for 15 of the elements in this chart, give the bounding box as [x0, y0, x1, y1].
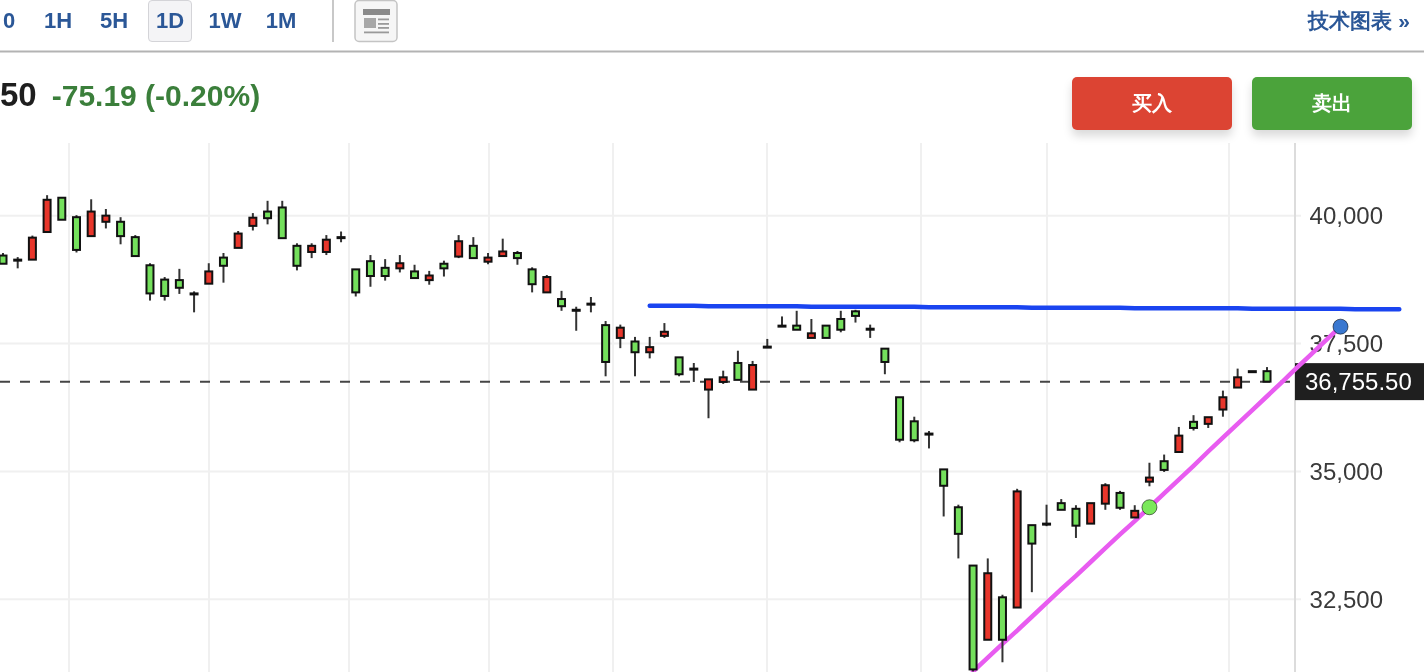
- text: 1W: [208, 8, 242, 34]
- text: 1H: [43, 8, 73, 34]
- text: 1D: [155, 8, 185, 34]
- text: 5H: [99, 8, 129, 34]
- y-tick-label: 32,500: [1309, 585, 1383, 613]
- text: 买入: [1072, 77, 1232, 130]
- chart-subtitle: -75.19 (-0.20%): [51, 79, 261, 113]
- ref-line-label: 36,755.50: [1305, 368, 1412, 396]
- y-tick-label: 35,000: [1309, 457, 1383, 485]
- text: 技术图表 »: [1308, 8, 1410, 34]
- text: 卖出: [1252, 77, 1412, 130]
- text: 1M: [265, 8, 297, 34]
- text: 0: [2, 8, 16, 34]
- chart-title: 50: [0, 76, 37, 114]
- y-tick-label: 40,000: [1309, 202, 1383, 230]
